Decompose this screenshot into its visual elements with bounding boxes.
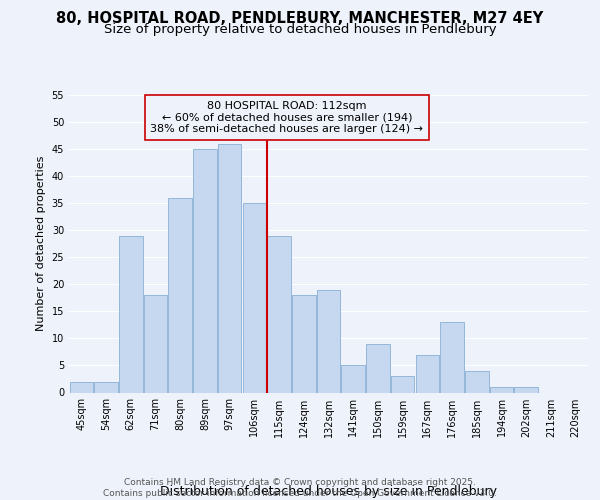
Bar (218, 144, 241, 392)
Text: 80 HOSPITAL ROAD: 112sqm
← 60% of detached houses are smaller (194)
38% of semi-: 80 HOSPITAL ROAD: 112sqm ← 60% of detach… (151, 101, 424, 134)
Bar (514, 387, 538, 392)
Bar (366, 344, 389, 393)
Bar (416, 354, 439, 393)
Bar (70, 382, 93, 392)
Bar (341, 366, 365, 392)
Y-axis label: Number of detached properties: Number of detached properties (36, 156, 46, 332)
Text: Contains HM Land Registry data © Crown copyright and database right 2025.
Contai: Contains HM Land Registry data © Crown c… (103, 478, 497, 498)
Text: Size of property relative to detached houses in Pendlebury: Size of property relative to detached ho… (104, 22, 496, 36)
Bar (317, 290, 340, 393)
Bar (268, 236, 291, 392)
Bar (292, 295, 316, 392)
Bar (193, 149, 217, 392)
Bar (169, 198, 192, 392)
Bar (440, 322, 464, 392)
Bar (391, 376, 415, 392)
Bar (490, 387, 513, 392)
Bar (94, 382, 118, 392)
Bar (119, 236, 143, 392)
X-axis label: Distribution of detached houses by size in Pendlebury: Distribution of detached houses by size … (160, 486, 497, 498)
Bar (144, 295, 167, 392)
Text: 80, HOSPITAL ROAD, PENDLEBURY, MANCHESTER, M27 4EY: 80, HOSPITAL ROAD, PENDLEBURY, MANCHESTE… (56, 11, 544, 26)
Bar (242, 203, 266, 392)
Bar (465, 371, 488, 392)
